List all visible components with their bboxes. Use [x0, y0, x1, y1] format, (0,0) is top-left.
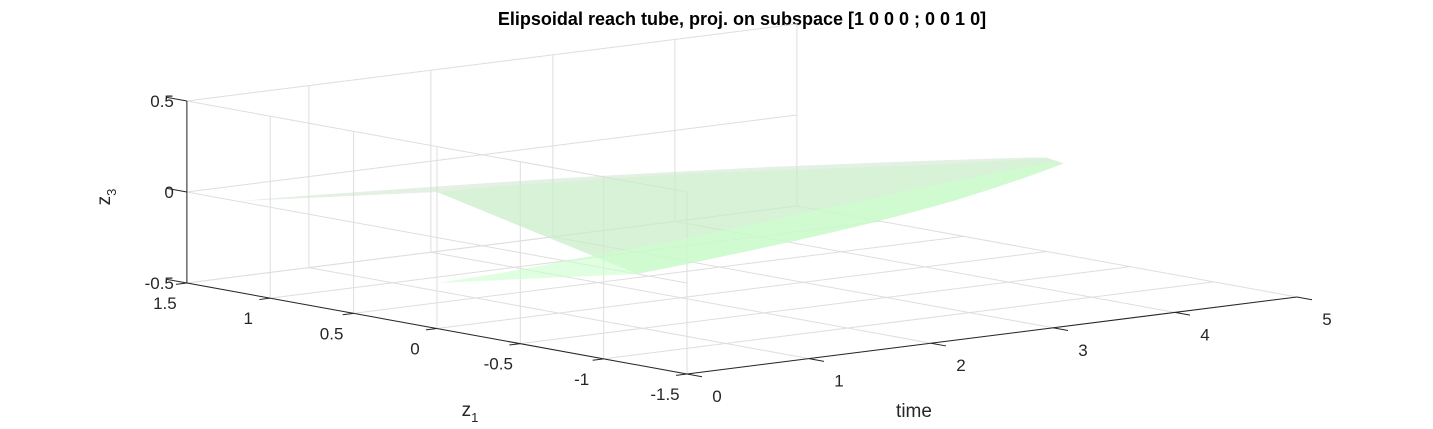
time-tick-label: 1 — [834, 372, 843, 391]
z3-tick-label: 0.5 — [150, 92, 174, 111]
y-axis-label-subscript: 1 — [471, 410, 478, 425]
time-tick-label: 4 — [1200, 325, 1209, 344]
z3-tick-label: -0.5 — [145, 274, 174, 293]
y-axis-label: z1 — [462, 400, 479, 425]
z3-tick-label: 0 — [164, 183, 173, 202]
z1-tick-mark — [342, 312, 354, 316]
floor-grid-z1 — [603, 281, 1214, 360]
y-axis-label-main: z — [462, 400, 472, 421]
z1-tick-label: 0 — [410, 340, 419, 359]
z1-tick-label: -1 — [574, 370, 589, 389]
time-axis-line — [686, 296, 1298, 375]
z1-tick-label: 1 — [244, 309, 253, 328]
time-tick-mark — [808, 358, 825, 362]
tube-lower-face — [437, 163, 1064, 283]
x-axis-label: time — [896, 401, 932, 422]
time-tick-label: 5 — [1322, 310, 1331, 329]
chart-title: Elipsoidal reach tube, proj. on subspace… — [498, 9, 986, 29]
z1-tick-label: -1.5 — [650, 385, 679, 404]
back-wall-grid-z3 — [186, 114, 797, 193]
z1-tick-mark — [592, 358, 604, 361]
z1-tick-label: 1.5 — [153, 294, 177, 313]
z1-tick-mark — [509, 343, 521, 346]
z1-tick-mark — [425, 328, 438, 331]
z1-tick-mark — [175, 282, 187, 285]
reach-tube-surface — [236, 157, 1064, 283]
z3-tick-mark — [166, 187, 187, 193]
time-tick-label: 2 — [956, 356, 965, 375]
floor-grid-z1 — [353, 235, 964, 314]
floor-grid-z1 — [520, 266, 1131, 345]
tube-front-face — [437, 157, 1064, 274]
z3-tick-mark — [166, 96, 187, 102]
time-tick-label: 0 — [712, 387, 721, 406]
time-tick-mark — [930, 342, 947, 347]
tube-upper-face — [236, 157, 1047, 202]
z1-tick-label: -0.5 — [484, 355, 513, 374]
tube-underside — [437, 157, 1064, 274]
z1-tick-label: 0.5 — [320, 324, 344, 343]
time-tick-mark — [1052, 327, 1069, 332]
z-axis-label: z3 — [94, 189, 119, 206]
time-tick-mark — [1174, 311, 1191, 316]
z3-tick-mark — [166, 278, 187, 284]
z-axis-label-main: z — [94, 196, 115, 206]
z1-tick-mark — [259, 297, 271, 301]
z1-tick-mark — [675, 373, 688, 376]
z-axis-label-subscript: 3 — [104, 189, 119, 196]
floor-grid-z1 — [436, 251, 1048, 330]
time-tick-mark — [686, 373, 703, 378]
back-wall-grid-z3 — [186, 23, 797, 102]
time-tick-mark — [1296, 296, 1313, 301]
axes — [166, 96, 1313, 378]
time-tick-label: 3 — [1078, 341, 1087, 360]
